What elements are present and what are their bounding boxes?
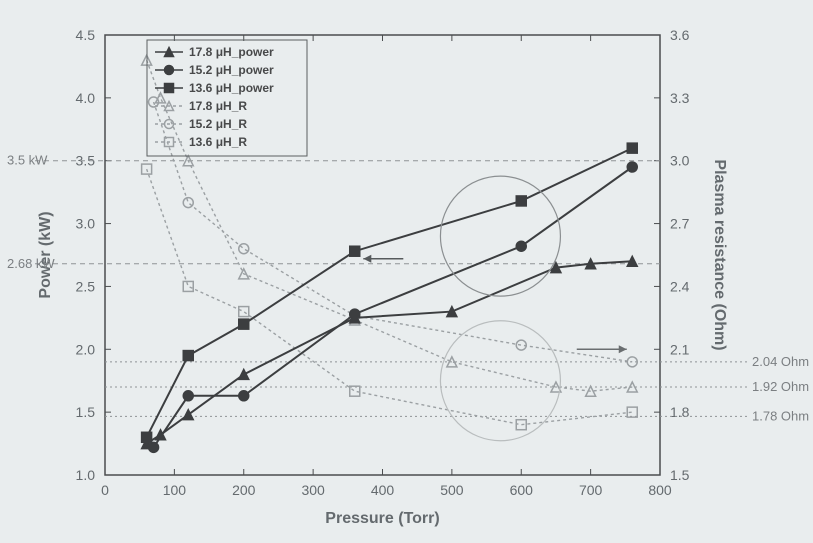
ref-label-left: 2.68 kW (7, 256, 55, 271)
x-tick-label: 700 (579, 482, 603, 498)
y-right-tick-label: 3.3 (670, 90, 690, 106)
y-left-tick-label: 4.0 (76, 90, 96, 106)
series-line (147, 261, 633, 443)
ref-label-right: 1.78 Ohm (752, 408, 809, 423)
y-left-tick-label: 3.0 (76, 216, 96, 232)
y-left-tick-label: 2.5 (76, 278, 96, 294)
y-right-tick-label: 3.6 (670, 27, 690, 43)
ref-label-right: 1.92 Ohm (752, 379, 809, 394)
annotation-circle (440, 176, 560, 296)
annotation-circle (440, 321, 560, 441)
ref-label-left: 3.5 kW (7, 153, 48, 168)
y-right-tick-label: 2.4 (670, 278, 690, 294)
x-tick-label: 0 (101, 482, 109, 498)
legend-item-label: 13.6 μH_R (189, 135, 247, 149)
legend-item-label: 13.6 μH_power (189, 81, 274, 95)
x-tick-label: 200 (232, 482, 256, 498)
y-left-tick-label: 1.0 (76, 467, 96, 483)
series-line (154, 167, 633, 447)
y-left-tick-label: 1.5 (76, 404, 96, 420)
x-tick-label: 800 (648, 482, 672, 498)
arrow-head (363, 255, 371, 263)
y-right-tick-label: 3.0 (670, 153, 690, 169)
power-resistance-chart: 0 100 200 300 400 500 600 700 800 1.0 1.5 2.0 2.5 3.0… (0, 0, 813, 543)
x-tick-label: 400 (371, 482, 395, 498)
arrow-head (619, 345, 627, 353)
y-right-tick-label: 2.7 (670, 216, 690, 232)
y-left-tick-label: 2.0 (76, 341, 96, 357)
ref-label-right: 2.04 Ohm (752, 354, 809, 369)
y-left-tick-label: 4.5 (76, 27, 96, 43)
y-right-tick-label: 2.1 (670, 341, 690, 357)
y-right-axis-label: Plasma resistance (Ohm) (711, 159, 728, 350)
x-tick-label: 600 (510, 482, 534, 498)
x-tick-label: 100 (163, 482, 187, 498)
legend-item-label: 17.8 μH_R (189, 99, 247, 113)
x-tick-label: 500 (440, 482, 464, 498)
legend-item-label: 17.8 μH_power (189, 45, 274, 59)
legend-item-label: 15.2 μH_R (189, 117, 247, 131)
legend-item-label: 15.2 μH_power (189, 63, 274, 77)
y-right-tick-label: 1.5 (670, 467, 690, 483)
series-line (147, 169, 633, 425)
x-axis-label: Pressure (Torr) (325, 510, 439, 527)
x-tick-label: 300 (301, 482, 325, 498)
y-right-tick-label: 1.8 (670, 404, 690, 420)
